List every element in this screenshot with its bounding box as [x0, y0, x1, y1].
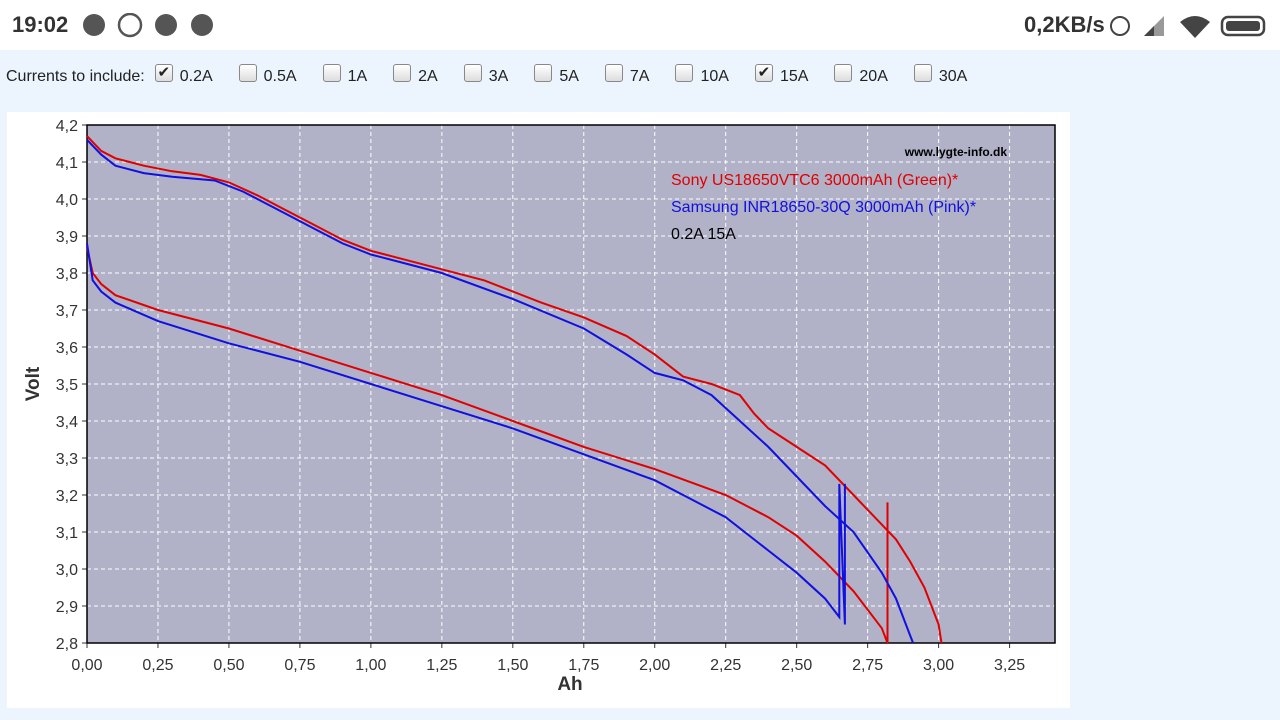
checkbox[interactable] [534, 64, 553, 82]
x-tick-label: 0,25 [142, 657, 173, 674]
current-option[interactable]: 0.5A [238, 64, 297, 86]
chart: Ah Volt www.lygte-info.dk 2,8 2,9 3,0 3,1 3,… [7, 112, 1070, 708]
y-tick-label: 3,0 [56, 562, 78, 579]
checkbox[interactable] [463, 64, 482, 82]
x-tick-label: 2,25 [710, 657, 741, 674]
status-bar: 19:02 0,2KB/s [0, 0, 1280, 50]
current-option[interactable]: 5A [534, 64, 579, 86]
current-option[interactable]: 30A [913, 64, 968, 86]
checkbox[interactable] [393, 64, 412, 82]
y-tick-label: 2,9 [56, 599, 78, 616]
current-option[interactable]: ✔ 15A [754, 64, 809, 86]
x-tick-label: 1,50 [497, 657, 528, 674]
data-line [86, 135, 943, 644]
annotation: 0.2A 15A [671, 226, 736, 243]
x-tick-label: 0,75 [284, 657, 315, 674]
option-label[interactable]: 3A [488, 68, 509, 85]
option-label[interactable]: 20A [859, 68, 888, 85]
y-axis-label: Volt [23, 366, 44, 401]
x-tick-label: 3,00 [923, 657, 954, 674]
current-option[interactable]: ✔ 0.2A [154, 64, 213, 86]
option-label[interactable]: 15A [779, 68, 809, 85]
y-tick-label: 3,4 [56, 414, 78, 431]
option-label[interactable]: 30A [938, 68, 968, 85]
x-tick-label: 0,50 [213, 657, 244, 674]
checkbox[interactable]: ✔ [754, 64, 773, 82]
x-tick-label: 1,75 [568, 657, 599, 674]
current-option[interactable]: 1A [322, 64, 368, 86]
data-line [86, 243, 846, 625]
current-option[interactable]: 20A [834, 64, 888, 86]
option-label[interactable]: 1A [347, 68, 368, 85]
legend-entry: Sony US18650VTC6 3000mAh (Green)* [671, 172, 958, 189]
checkbox[interactable] [604, 64, 623, 82]
y-tick-label: 3,3 [56, 451, 78, 468]
x-tick-label: 3,25 [994, 657, 1025, 674]
y-tick-label: 4,0 [56, 192, 78, 209]
y-tick-label: 3,6 [56, 340, 78, 357]
y-tick-label: 2,8 [56, 636, 78, 653]
x-tick-label: 2,75 [852, 657, 883, 674]
data-line [86, 246, 889, 644]
checkbox[interactable] [238, 64, 257, 82]
watermark: www.lygte-info.dk [904, 145, 1008, 159]
checkbox[interactable] [322, 64, 341, 82]
y-tick-label: 3,5 [56, 377, 78, 394]
system-icons [1110, 15, 1266, 38]
legend-entry: Samsung INR18650-30Q 3000mAh (Pink)* [671, 199, 976, 216]
x-tick-label: 2,00 [639, 657, 670, 674]
y-tick-label: 4,2 [56, 118, 78, 135]
option-label[interactable]: 5A [559, 68, 579, 85]
x-tick-label: 2,50 [781, 657, 812, 674]
checkbox[interactable] [913, 64, 932, 82]
option-label[interactable]: 10A [700, 68, 729, 85]
y-tick-label: 3,2 [56, 488, 78, 505]
current-option[interactable]: 3A [463, 64, 509, 86]
x-axis-label: Ah [557, 674, 582, 695]
option-label[interactable]: 2A [418, 68, 438, 85]
net-speed: 0,2KB/s [1024, 12, 1105, 37]
y-tick-label: 3,9 [56, 229, 78, 246]
checkbox[interactable]: ✔ [154, 64, 173, 82]
y-tick-label: 4,1 [56, 155, 78, 172]
current-option[interactable]: 2A [393, 64, 438, 86]
checkbox[interactable] [675, 64, 694, 82]
option-label[interactable]: 7A [629, 68, 650, 85]
current-filter: Currents to include: ✔ 0.2A 0.5A 1A 2A 3A 5A 7A… [6, 64, 993, 86]
x-tick-label: 0,00 [71, 657, 102, 674]
notification-icons [83, 13, 213, 38]
clock: 19:02 [12, 12, 69, 37]
option-label[interactable]: 0.2A [179, 68, 213, 85]
x-tick-label: 1,25 [426, 657, 457, 674]
current-option[interactable]: 7A [604, 64, 650, 86]
y-tick-label: 3,8 [56, 266, 78, 283]
y-tick-label: 3,7 [56, 303, 78, 320]
y-tick-label: 3,1 [56, 525, 78, 542]
current-option[interactable]: 10A [675, 64, 729, 86]
checkbox[interactable] [834, 64, 853, 82]
plot-border [86, 124, 1056, 644]
filter-label: Currents to include: [6, 68, 145, 85]
x-tick-label: 1,00 [355, 657, 386, 674]
option-label[interactable]: 0.5A [263, 68, 297, 85]
